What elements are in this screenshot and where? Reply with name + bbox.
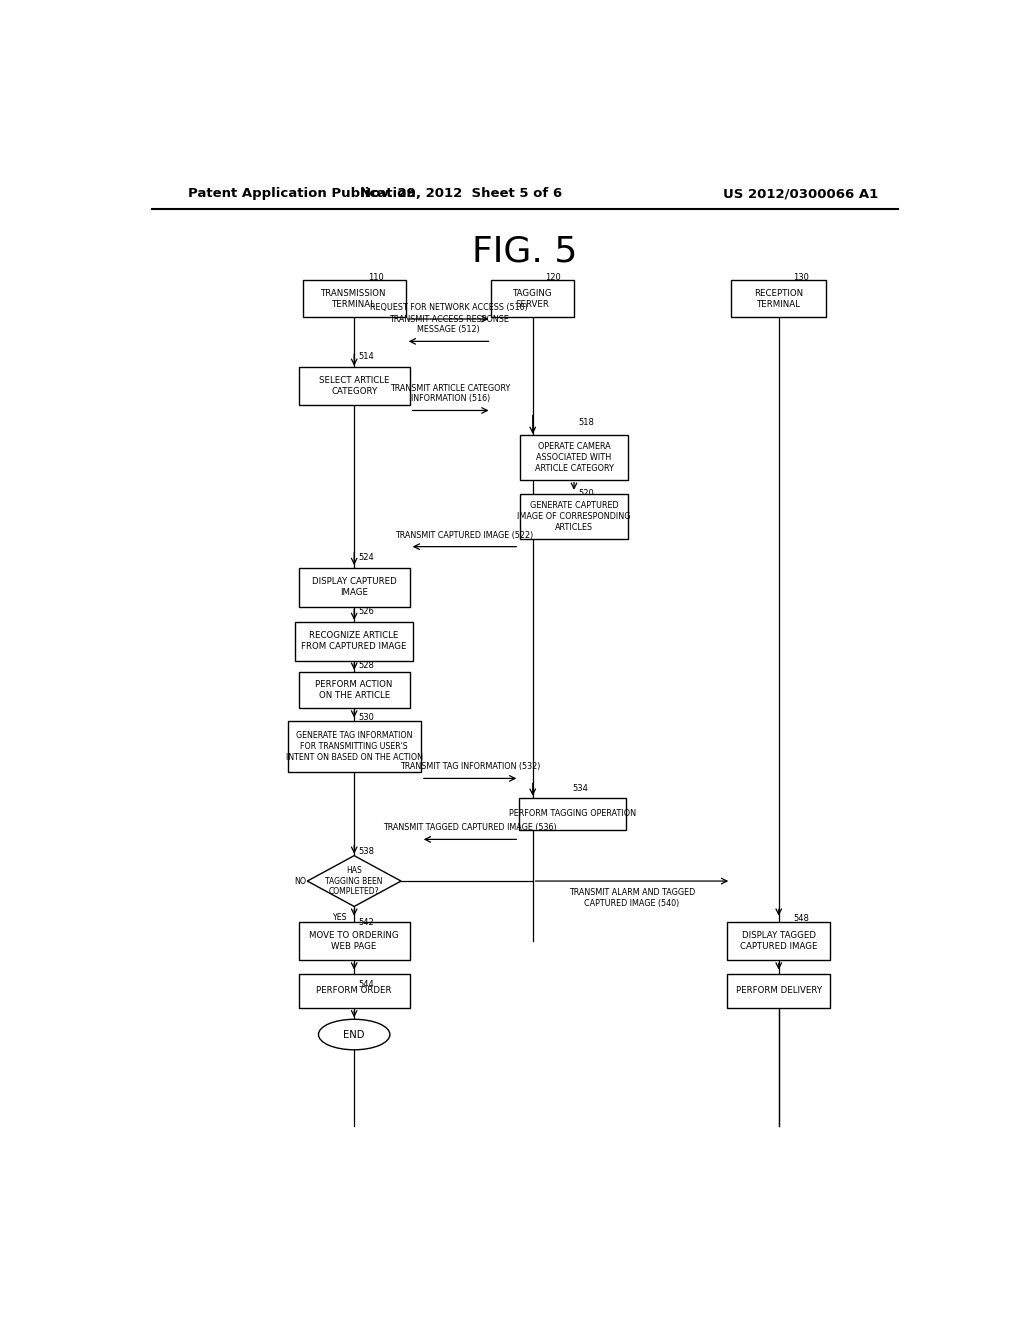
FancyBboxPatch shape	[520, 434, 628, 479]
Text: 548: 548	[793, 913, 809, 923]
FancyBboxPatch shape	[727, 974, 830, 1008]
Text: 524: 524	[358, 553, 374, 562]
Text: 120: 120	[546, 273, 561, 282]
Text: 514: 514	[358, 352, 374, 362]
Text: HAS
TAGGING BEEN
COMPLETED?: HAS TAGGING BEEN COMPLETED?	[326, 866, 383, 896]
Polygon shape	[307, 855, 401, 907]
Text: 542: 542	[358, 919, 374, 927]
Text: TRANSMIT ACCESS RESPONSE
MESSAGE (512): TRANSMIT ACCESS RESPONSE MESSAGE (512)	[389, 315, 509, 334]
Text: PERFORM TAGGING OPERATION: PERFORM TAGGING OPERATION	[509, 809, 636, 818]
Text: Nov. 29, 2012  Sheet 5 of 6: Nov. 29, 2012 Sheet 5 of 6	[360, 187, 562, 201]
Text: TRANSMISSION
TERMINAL: TRANSMISSION TERMINAL	[322, 289, 387, 309]
Text: PERFORM ACTION
ON THE ARTICLE: PERFORM ACTION ON THE ARTICLE	[315, 680, 393, 700]
FancyBboxPatch shape	[299, 921, 410, 961]
FancyBboxPatch shape	[299, 367, 410, 405]
Text: TRANSMIT TAGGED CAPTURED IMAGE (536): TRANSMIT TAGGED CAPTURED IMAGE (536)	[383, 824, 557, 833]
Text: END: END	[343, 1030, 365, 1040]
Text: 520: 520	[578, 488, 594, 498]
FancyBboxPatch shape	[520, 494, 628, 539]
Text: DISPLAY TAGGED
CAPTURED IMAGE: DISPLAY TAGGED CAPTURED IMAGE	[740, 931, 817, 952]
Text: 110: 110	[369, 273, 384, 282]
Text: PERFORM ORDER: PERFORM ORDER	[316, 986, 392, 995]
Text: 534: 534	[572, 784, 589, 792]
Text: 518: 518	[578, 417, 594, 426]
FancyBboxPatch shape	[519, 797, 626, 830]
Text: Patent Application Publication: Patent Application Publication	[187, 187, 416, 201]
Text: TRANSMIT ALARM AND TAGGED
CAPTURED IMAGE (540): TRANSMIT ALARM AND TAGGED CAPTURED IMAGE…	[568, 888, 695, 908]
Text: NO: NO	[295, 876, 306, 886]
FancyBboxPatch shape	[299, 974, 410, 1008]
FancyBboxPatch shape	[299, 672, 410, 709]
Text: OPERATE CAMERA
ASSOCIATED WITH
ARTICLE CATEGORY: OPERATE CAMERA ASSOCIATED WITH ARTICLE C…	[535, 442, 613, 473]
Text: 550: 550	[793, 975, 809, 985]
Text: 130: 130	[793, 273, 809, 282]
Text: REQUEST FOR NETWORK ACCESS (510): REQUEST FOR NETWORK ACCESS (510)	[370, 302, 527, 312]
Text: 526: 526	[358, 607, 374, 616]
Text: GENERATE CAPTURED
IMAGE OF CORRESPONDING
ARTICLES: GENERATE CAPTURED IMAGE OF CORRESPONDING…	[517, 500, 631, 532]
Text: TRANSMIT ARTICLE CATEGORY
INFORMATION (516): TRANSMIT ARTICLE CATEGORY INFORMATION (5…	[390, 384, 511, 404]
Text: GENERATE TAG INFORMATION
FOR TRANSMITTING USER'S
INTENT ON BASED ON THE ACTION: GENERATE TAG INFORMATION FOR TRANSMITTIN…	[286, 731, 423, 763]
FancyBboxPatch shape	[299, 568, 410, 607]
Text: SELECT ARTICLE
CATEGORY: SELECT ARTICLE CATEGORY	[318, 376, 389, 396]
Text: MOVE TO ORDERING
WEB PAGE: MOVE TO ORDERING WEB PAGE	[309, 931, 399, 952]
Text: 530: 530	[358, 713, 374, 722]
FancyBboxPatch shape	[731, 280, 826, 317]
FancyBboxPatch shape	[296, 622, 413, 660]
FancyBboxPatch shape	[492, 280, 574, 317]
Text: RECOGNIZE ARTICLE
FROM CAPTURED IMAGE: RECOGNIZE ARTICLE FROM CAPTURED IMAGE	[301, 631, 407, 651]
Text: YES: YES	[332, 912, 346, 921]
FancyBboxPatch shape	[303, 280, 406, 317]
Text: RECEPTION
TERMINAL: RECEPTION TERMINAL	[755, 289, 803, 309]
Text: DISPLAY CAPTURED
IMAGE: DISPLAY CAPTURED IMAGE	[311, 577, 396, 598]
Text: TRANSMIT CAPTURED IMAGE (522): TRANSMIT CAPTURED IMAGE (522)	[395, 531, 534, 540]
Text: TAGGING
SERVER: TAGGING SERVER	[513, 289, 553, 309]
FancyBboxPatch shape	[288, 722, 421, 772]
Text: 538: 538	[358, 847, 374, 857]
Text: TRANSMIT TAG INFORMATION (532): TRANSMIT TAG INFORMATION (532)	[399, 762, 541, 771]
Text: 544: 544	[358, 981, 374, 989]
Text: PERFORM DELIVERY: PERFORM DELIVERY	[735, 986, 822, 995]
Text: 528: 528	[358, 661, 374, 671]
FancyBboxPatch shape	[727, 921, 830, 961]
Ellipse shape	[318, 1019, 390, 1049]
Text: FIG. 5: FIG. 5	[472, 235, 578, 269]
Text: US 2012/0300066 A1: US 2012/0300066 A1	[723, 187, 879, 201]
